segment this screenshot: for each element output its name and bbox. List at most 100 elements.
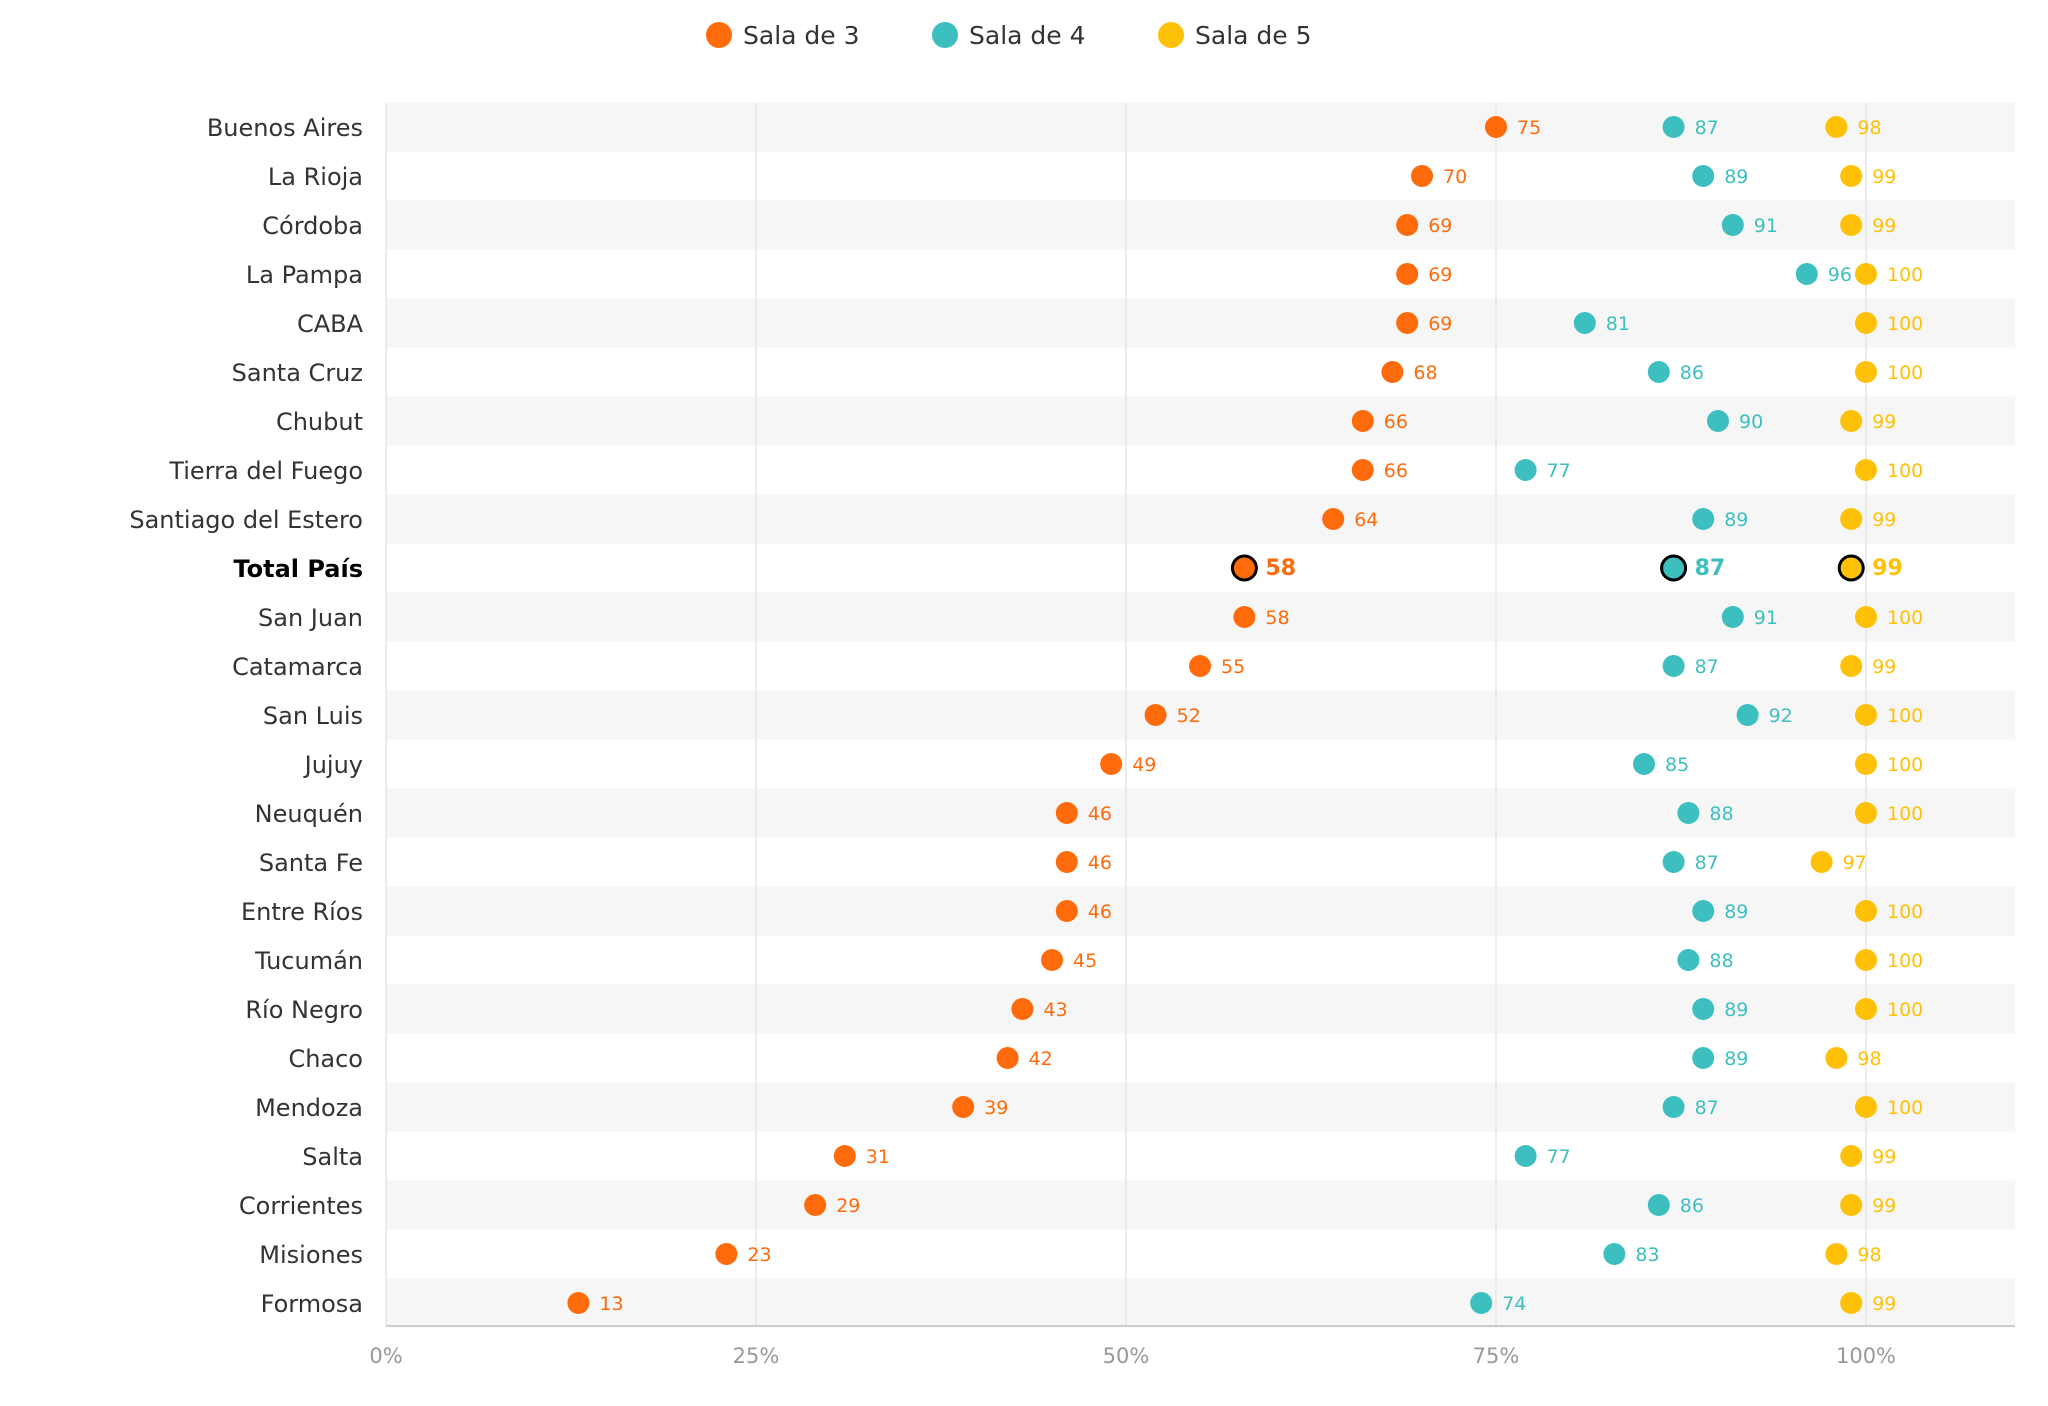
point-sala-de-3-neuquen bbox=[1055, 802, 1078, 824]
point-sala-de-4-santiago-del-estero bbox=[1692, 508, 1715, 530]
category-label-catamarca: Catamarca bbox=[232, 653, 363, 681]
point-sala-de-3-jujuy bbox=[1100, 753, 1123, 775]
x-tick-label-0: 0% bbox=[369, 1344, 402, 1368]
value-label-sala-de-3-san-juan: 58 bbox=[1265, 607, 1289, 629]
category-labels: Buenos Aires La Rioja Córdoba La Pampa CABA S… bbox=[129, 114, 363, 1318]
point-sala-de-4-chubut bbox=[1707, 410, 1729, 432]
value-label-sala-de-3-neuquen: 46 bbox=[1088, 803, 1112, 825]
point-sala-de-4-santa-cruz bbox=[1647, 361, 1670, 383]
category-label-cordoba: Córdoba bbox=[262, 212, 363, 240]
legend-marker-sala-de-4 bbox=[932, 22, 958, 48]
row-band bbox=[386, 886, 2015, 936]
point-sala-de-4-corrientes bbox=[1647, 1194, 1670, 1216]
point-sala-de-5-chaco bbox=[1825, 1047, 1848, 1069]
value-label-sala-de-3-santa-fe: 46 bbox=[1088, 852, 1112, 874]
x-axis: 0% 25% 50% 75% 100% bbox=[369, 103, 2015, 1368]
value-label-sala-de-5-buenos-aires: 98 bbox=[1857, 117, 1881, 139]
x-tick-label-50: 50% bbox=[1103, 1344, 1150, 1368]
value-label-sala-de-5-caba: 100 bbox=[1887, 313, 1923, 335]
value-label-sala-de-5-chubut: 99 bbox=[1872, 411, 1896, 433]
value-label-sala-de-4-misiones: 83 bbox=[1635, 1244, 1659, 1266]
point-sala-de-4-cordoba bbox=[1721, 214, 1744, 236]
value-label-sala-de-4-catamarca: 87 bbox=[1695, 656, 1719, 678]
value-label-sala-de-5-rio-negro: 100 bbox=[1887, 999, 1923, 1021]
point-sala-de-3-tierra-del-fuego bbox=[1351, 459, 1374, 481]
category-label-tucuman: Tucumán bbox=[254, 947, 363, 975]
value-label-sala-de-4-rio-negro: 89 bbox=[1724, 999, 1748, 1021]
category-label-neuquen: Neuquén bbox=[255, 800, 363, 828]
category-label-rio-negro: Río Negro bbox=[245, 996, 363, 1024]
value-label-sala-de-3-tucuman: 45 bbox=[1073, 950, 1097, 972]
point-sala-de-3-santa-cruz bbox=[1381, 361, 1404, 383]
legend-label-sala-de-4: Sala de 4 bbox=[969, 21, 1086, 50]
value-label-sala-de-4-la-rioja: 89 bbox=[1724, 166, 1748, 188]
point-sala-de-3-salta bbox=[833, 1145, 856, 1167]
category-label-la-pampa: La Pampa bbox=[246, 261, 363, 289]
value-label-sala-de-3-la-rioja: 70 bbox=[1443, 166, 1467, 188]
point-sala-de-3-tucuman bbox=[1041, 949, 1063, 971]
value-label-sala-de-3-santa-cruz: 68 bbox=[1413, 362, 1437, 384]
point-sala-de-5-san-juan bbox=[1855, 606, 1877, 628]
value-label-sala-de-5-neuquen: 100 bbox=[1887, 803, 1923, 825]
value-label-sala-de-3-rio-negro: 43 bbox=[1043, 999, 1067, 1021]
point-sala-de-3-rio-negro bbox=[1011, 998, 1034, 1020]
category-label-san-juan: San Juan bbox=[258, 604, 363, 632]
point-sala-de-3-santiago-del-estero bbox=[1322, 508, 1345, 530]
point-sala-de-4-la-rioja bbox=[1692, 165, 1715, 187]
value-label-sala-de-3-total-pais: 58 bbox=[1265, 556, 1296, 581]
point-sala-de-3-santa-fe bbox=[1055, 851, 1078, 873]
row-band bbox=[386, 1180, 2015, 1230]
category-label-misiones: Misiones bbox=[259, 1241, 363, 1269]
value-label-sala-de-5-cordoba: 99 bbox=[1872, 215, 1896, 237]
value-label-sala-de-5-la-pampa: 100 bbox=[1887, 264, 1923, 286]
value-label-sala-de-4-jujuy: 85 bbox=[1665, 754, 1689, 776]
category-label-la-rioja: La Rioja bbox=[268, 163, 363, 191]
value-label-sala-de-5-corrientes: 99 bbox=[1872, 1195, 1896, 1217]
point-sala-de-4-chaco bbox=[1692, 1047, 1715, 1069]
point-sala-de-5-santa-cruz bbox=[1855, 361, 1877, 383]
data-points: 75 70 69 69 69 68 66 66 64 58 58 55 52 49 46 46 46 45 43 42… bbox=[567, 116, 1923, 1315]
category-label-total-pais: Total País bbox=[233, 555, 363, 583]
gridlines bbox=[755, 103, 1867, 1326]
category-label-corrientes: Corrientes bbox=[239, 1192, 363, 1220]
value-label-sala-de-5-chaco: 98 bbox=[1857, 1048, 1881, 1070]
value-label-sala-de-4-santa-fe: 87 bbox=[1695, 852, 1719, 874]
value-label-sala-de-5-formosa: 99 bbox=[1872, 1293, 1896, 1315]
value-label-sala-de-3-corrientes: 29 bbox=[836, 1195, 860, 1217]
point-sala-de-4-jujuy bbox=[1633, 753, 1655, 775]
row-band bbox=[386, 1082, 2015, 1132]
point-sala-de-3-cordoba bbox=[1396, 214, 1419, 236]
value-label-sala-de-3-formosa: 13 bbox=[599, 1293, 623, 1315]
category-label-santa-cruz: Santa Cruz bbox=[232, 359, 363, 387]
point-sala-de-5-cordoba bbox=[1840, 214, 1863, 236]
point-sala-de-5-total-pais bbox=[1837, 554, 1865, 582]
value-label-sala-de-4-salta: 77 bbox=[1547, 1146, 1571, 1168]
point-sala-de-3-la-rioja bbox=[1411, 165, 1433, 187]
value-label-sala-de-3-san-luis: 52 bbox=[1177, 705, 1201, 727]
value-label-sala-de-5-santa-fe: 97 bbox=[1843, 852, 1867, 874]
row-band bbox=[386, 788, 2015, 838]
value-label-sala-de-3-buenos-aires: 75 bbox=[1517, 117, 1541, 139]
point-sala-de-4-buenos-aires bbox=[1662, 116, 1685, 138]
point-sala-de-4-rio-negro bbox=[1692, 998, 1715, 1020]
category-label-santiago-del-estero: Santiago del Estero bbox=[129, 506, 363, 534]
point-sala-de-5-tierra-del-fuego bbox=[1855, 459, 1877, 481]
category-label-san-luis: San Luis bbox=[263, 702, 363, 730]
point-sala-de-5-misiones bbox=[1825, 1243, 1848, 1265]
legend-label-sala-de-5: Sala de 5 bbox=[1195, 21, 1312, 50]
category-label-salta: Salta bbox=[302, 1143, 363, 1171]
point-sala-de-5-formosa bbox=[1840, 1292, 1863, 1314]
point-sala-de-3-buenos-aires bbox=[1485, 116, 1507, 138]
point-sala-de-5-catamarca bbox=[1840, 655, 1863, 677]
point-sala-de-3-formosa bbox=[567, 1292, 590, 1314]
value-label-sala-de-3-santiago-del-estero: 64 bbox=[1354, 509, 1378, 531]
value-label-sala-de-4-santa-cruz: 86 bbox=[1680, 362, 1704, 384]
point-sala-de-5-san-luis bbox=[1855, 704, 1877, 726]
value-label-sala-de-5-misiones: 98 bbox=[1857, 1244, 1881, 1266]
value-label-sala-de-3-caba: 69 bbox=[1428, 313, 1452, 335]
value-label-sala-de-4-total-pais: 87 bbox=[1695, 556, 1726, 581]
row-band bbox=[386, 298, 2015, 348]
value-label-sala-de-4-chaco: 89 bbox=[1724, 1048, 1748, 1070]
value-label-sala-de-4-neuquen: 88 bbox=[1709, 803, 1733, 825]
point-sala-de-5-buenos-aires bbox=[1825, 116, 1848, 138]
